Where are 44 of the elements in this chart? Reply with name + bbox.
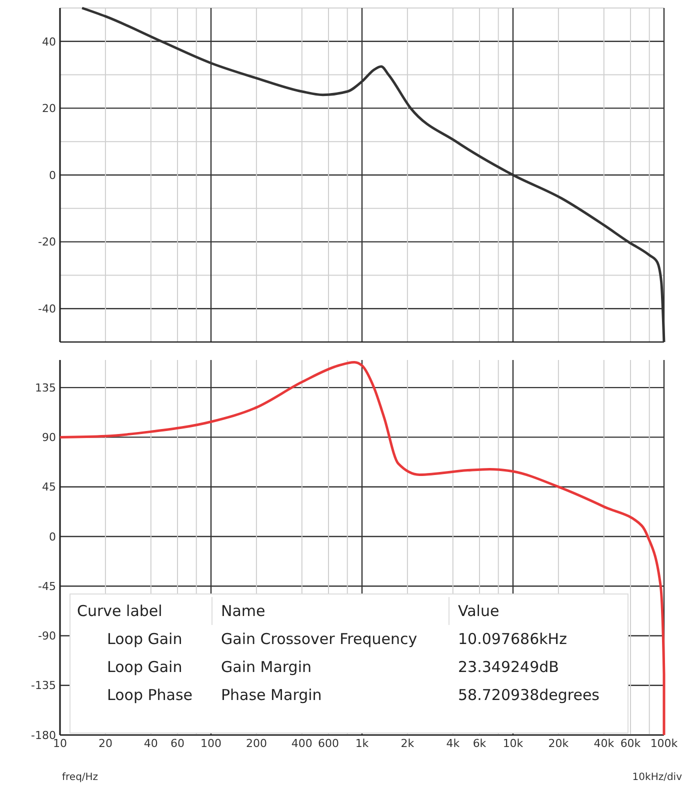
annotation: Loop Gain — [107, 658, 182, 676]
x-tick-label: 60 — [170, 737, 184, 750]
y-tick-label: 20 — [42, 102, 56, 116]
x-tick-label: 40k — [594, 737, 615, 750]
y-tick-label: 135 — [35, 381, 56, 394]
x-tick-label: 10 — [53, 737, 67, 750]
annotation: Gain Crossover Frequency — [221, 630, 418, 648]
y-tick-label: 40 — [42, 35, 56, 48]
annotation: 10.097686kHz — [458, 630, 568, 648]
y-tick-label: -180 — [31, 728, 56, 742]
x-tick-label: 100 — [200, 737, 222, 750]
x-tick-label: 1k — [355, 737, 370, 750]
annotation: Phase Margin — [221, 686, 322, 704]
x-tick-label: 10k — [502, 737, 524, 750]
y-tick-label: 0 — [49, 530, 56, 544]
y-tick-label: -40 — [38, 302, 56, 316]
y-tick-label: 45 — [42, 480, 56, 494]
y-tick-label: 0 — [49, 168, 56, 182]
annotation: Curve label — [77, 602, 162, 620]
x-tick-label: 100k — [650, 737, 678, 750]
annotation: Loop Gain — [107, 630, 182, 648]
x-tick-label: 600 — [318, 737, 339, 750]
x-axis-title: freq/Hz — [62, 772, 98, 783]
y-tick-label: -20 — [38, 236, 56, 249]
x-tick-label: 400 — [291, 737, 312, 750]
y-tick-label: -135 — [31, 679, 56, 692]
text: 10kHz/div — [632, 772, 682, 783]
y-tick-label: -90 — [38, 630, 56, 643]
annotation: Gain Margin — [221, 658, 312, 676]
x-tick-label: 20k — [548, 737, 570, 750]
annotation: Loop Phase — [107, 686, 193, 704]
annotation: 23.349249dB — [458, 658, 559, 676]
annotation: Name — [221, 602, 266, 620]
x-tick-label: 200 — [246, 737, 267, 750]
x-tick-label: 2k — [400, 737, 415, 750]
x-tick-label: 20 — [98, 737, 112, 750]
x-tick-label: 6k — [472, 737, 487, 750]
x-tick-label: 4k — [446, 737, 460, 750]
x-tick-label: 40 — [144, 737, 158, 750]
annotation: Value — [458, 602, 500, 620]
y-tick-label: 90 — [42, 431, 56, 444]
y-tick-label: -45 — [38, 580, 56, 593]
x-tick-label: 60k — [620, 737, 642, 750]
annotation: 58.720938degrees — [458, 686, 600, 704]
